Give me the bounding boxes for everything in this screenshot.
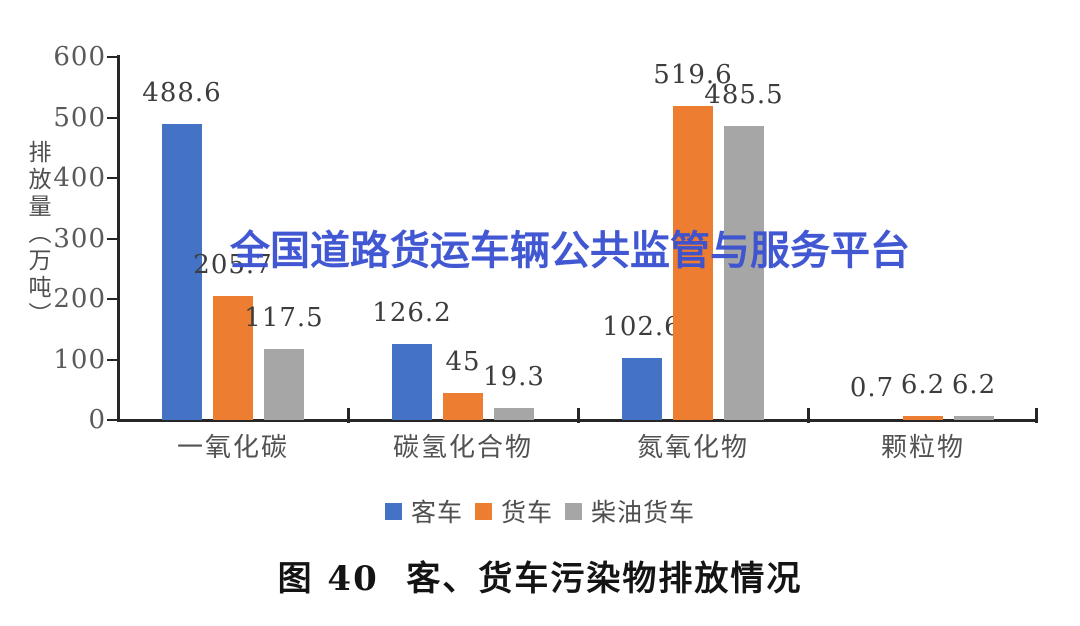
y-axis-tick (107, 419, 118, 421)
y-axis-tick-label: 600 (53, 42, 106, 72)
legend: 客车 货车 柴油货车 (0, 493, 1080, 529)
y-axis-tick-label: 100 (53, 344, 106, 375)
legend-swatch-icon (384, 502, 402, 520)
value-label: 6.2 (951, 370, 997, 401)
legend-label: 货车 (500, 498, 553, 527)
bar-货车-氮氧化物 (673, 105, 713, 420)
value-label: 126.2 (372, 297, 452, 328)
bar-客车-碳氢化合物 (392, 343, 432, 420)
legend-label: 客车 (410, 498, 463, 527)
bar-柴油货车-颗粒物 (954, 416, 994, 420)
y-axis-tick-label: 300 (53, 223, 106, 254)
bar-货车-颗粒物 (903, 416, 943, 420)
y-axis-tick-label: 500 (53, 102, 106, 133)
category-label-氮氧化物: 氮氧化物 (636, 433, 749, 463)
x-axis-end-tick (1035, 408, 1038, 423)
y-axis-tick (107, 237, 118, 240)
category-label-一氧化碳: 一氧化碳 (176, 433, 289, 463)
bar-客车-一氧化碳 (162, 124, 202, 420)
y-axis-tick-label: 400 (53, 163, 106, 193)
value-label: 45 (445, 346, 481, 377)
y-axis-tick (107, 116, 118, 119)
y-axis-tick (107, 358, 118, 361)
value-label: 6.2 (900, 370, 946, 401)
bar-柴油货车-氮氧化物 (724, 126, 764, 420)
figure-caption: 图 40 客、货车污染物排放情况 (277, 559, 803, 599)
legend-item-柴油货车: 柴油货车 (565, 493, 695, 529)
bar-柴油货车-一氧化碳 (264, 348, 304, 420)
legend-label: 柴油货车 (591, 498, 696, 527)
value-label: 102.6 (602, 311, 682, 342)
y-axis-tick-label: 0 (88, 405, 106, 435)
value-label: 117.5 (244, 302, 324, 333)
value-label: 0.7 (849, 373, 895, 403)
bar-客车-氮氧化物 (622, 357, 662, 420)
value-label: 485.5 (704, 80, 784, 111)
legend-item-客车: 客车 (384, 493, 463, 529)
bar-货车-一氧化碳 (213, 295, 253, 420)
y-axis-line (117, 55, 120, 422)
y-axis-tick (107, 177, 118, 179)
value-label: 205.7 (193, 249, 273, 280)
value-label: 519.6 (653, 59, 733, 90)
category-label-颗粒物: 颗粒物 (880, 433, 965, 463)
x-axis-tick (577, 408, 580, 423)
legend-item-货车: 货车 (474, 493, 553, 529)
y-axis-title: 排放量（万吨） (24, 140, 50, 329)
watermark-text: 全国道路货运车辆公共监管与服务平台 (230, 228, 910, 274)
value-label: 488.6 (142, 78, 222, 109)
value-label: 19.3 (483, 362, 545, 393)
category-label-碳氢化合物: 碳氢化合物 (392, 433, 533, 463)
y-axis-tick (107, 298, 118, 300)
bar-柴油货车-碳氢化合物 (494, 408, 534, 420)
y-axis-tick (107, 56, 118, 58)
y-axis-tick-label: 200 (53, 284, 106, 314)
x-axis-tick (347, 408, 350, 423)
bar-货车-碳氢化合物 (443, 392, 483, 420)
x-axis-tick (807, 408, 810, 423)
legend-swatch-icon (474, 502, 492, 520)
legend-swatch-icon (565, 502, 582, 520)
